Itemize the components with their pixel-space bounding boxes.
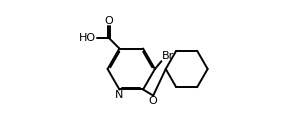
Text: O: O (149, 96, 158, 106)
Text: N: N (115, 90, 123, 100)
Text: HO: HO (79, 33, 96, 43)
Text: Br: Br (162, 51, 174, 61)
Text: O: O (105, 16, 113, 26)
